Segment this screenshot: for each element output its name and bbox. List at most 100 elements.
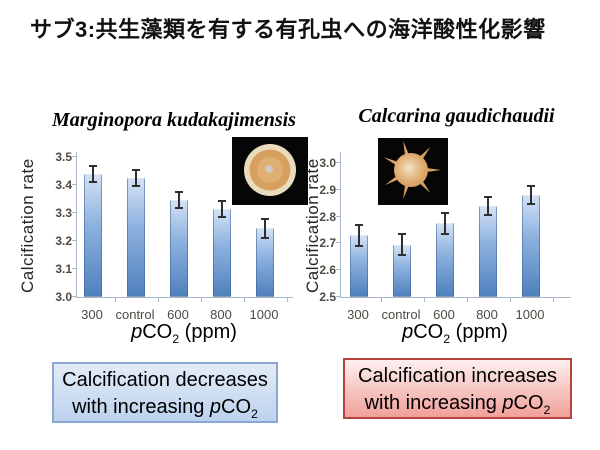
x-tick-mark [286,297,288,302]
error-bar-cap [527,203,535,206]
y-tick-label: 2.8 [319,209,336,224]
x-category-label: control [381,307,421,322]
error-bar-cap [132,169,140,171]
plain-text: CO [221,396,252,418]
x-tick-mark [466,297,468,302]
y-tick-label: 3.5 [55,150,72,164]
calcarina-specimen-image [378,138,448,205]
italic-text: p [131,321,143,343]
x-axis-label: pCO2 (ppm) [76,321,292,346]
y-axis-tick-labels: 3.0 3.1 3.2 3.3 3.4 3.5 [42,150,72,304]
error-bar [444,213,446,233]
error-bar-cap [484,213,492,216]
y-tick-label: 2.6 [319,263,336,278]
error-bar [178,193,180,208]
x-category-label: control [115,307,155,322]
slide-title: サブ3:共生藻類を有する有孔虫への海洋酸性化影響 [30,17,546,42]
y-tick-label: 3.3 [55,206,72,220]
conclusion-line-2: with increasing pCO2 [345,390,570,424]
error-bar-cap [261,236,269,239]
y-axis-tick-labels: 2.5 2.6 2.7 2.8 2.9 3.0 [306,152,336,304]
error-bar [401,235,403,255]
y-tick-mark [72,212,77,213]
figure-title: Marginopora kudakajimensis [52,109,296,131]
error-bar-cap [527,185,535,188]
error-bar-cap [89,180,97,183]
error-bar-cap [89,164,97,167]
error-bar-cap [355,223,363,226]
y-tick-mark [72,184,77,185]
plain-text: with increasing [364,392,503,414]
x-category-label: 800 [210,307,232,322]
error-bar-cap [398,233,406,236]
y-tick-mark [72,156,77,157]
y-tick-label: 3.1 [55,262,72,276]
error-bar [221,201,223,216]
y-tick-label: 2.7 [319,236,336,251]
error-bar-cap [175,191,183,194]
plain-text: CO [513,392,544,414]
y-tick-label: 2.5 [319,290,336,304]
y-tick-label: 2.9 [319,182,336,197]
subscript-text: 2 [172,332,180,346]
x-tick-mark [380,297,382,302]
x-tick-mark [157,297,159,302]
bar-800 [479,205,497,297]
italic-text: p [502,392,514,414]
marginopora-specimen-image [232,137,308,205]
disc-foraminifera-photo [232,137,308,205]
x-category-label: 800 [476,307,498,322]
y-tick-mark [336,162,341,163]
x-tick-mark [509,297,511,302]
conclusion-line-1: Calcification increases [358,365,557,387]
y-tick-mark [336,269,341,271]
x-category-label: 600 [167,307,189,322]
subscript-text: 2 [543,403,551,417]
star-foraminifera-photo [378,138,448,205]
y-tick-label: 3.4 [55,178,72,192]
error-bar [92,166,94,181]
x-category-label: 1000 [249,307,279,322]
x-category-label: 600 [433,307,455,322]
conclusion-box-increase: Calcification increases with increasing … [343,358,572,419]
plain-text: CO [142,321,173,343]
error-bar-cap [441,232,449,235]
x-tick-mark [114,297,116,302]
conclusion-box-decrease: Calcification decreases with increasing … [52,362,278,423]
x-category-label: 300 [347,307,369,322]
plot-area [72,152,293,302]
error-bar-cap [218,215,226,218]
error-bar [487,197,489,214]
error-bar-cap [398,254,406,257]
y-tick-mark [336,215,341,217]
y-tick-mark [336,296,341,297]
x-tick-mark [423,297,425,302]
error-bar-cap [132,185,140,187]
plain-text: (ppm) [179,321,237,343]
x-tick-mark [552,297,554,302]
subscript-text: 2 [443,332,451,346]
x-axis-tick-labels: 300 control 600 800 1000 [76,307,292,323]
y-tick-label: 3.0 [55,290,72,304]
figure-title: Calcarina gaudichaudii [358,105,555,127]
error-bar-cap [355,244,363,247]
plain-text: with increasing [72,396,210,418]
italic-text: p [402,321,414,343]
error-bar-cap [218,199,226,202]
y-tick-mark [336,242,341,244]
error-bar-cap [484,195,492,198]
y-tick-mark [72,240,77,241]
error-bar-cap [441,211,449,214]
y-tick-label: 3.2 [55,234,72,248]
error-bar [264,220,266,237]
plain-text: CO [413,321,444,343]
bar-1000 [522,195,540,297]
plot-area [336,152,571,302]
x-tick-mark [243,297,245,302]
conclusion-line-1: Calcification decreases [62,369,268,391]
conclusion-line-2: with increasing pCO2 [54,394,276,428]
y-tick-mark [72,268,77,269]
error-bar-cap [261,218,269,220]
